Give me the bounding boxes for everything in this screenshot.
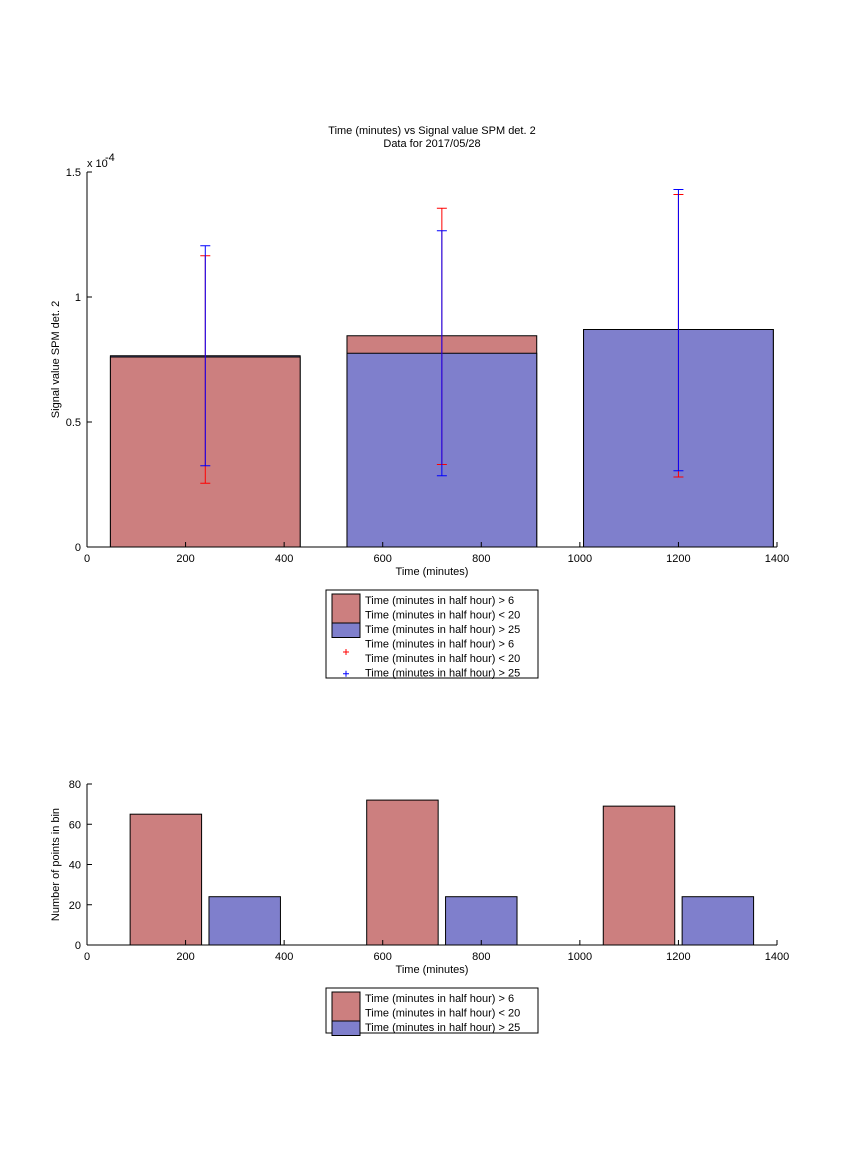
y-tick-label: 0 xyxy=(75,542,81,554)
legend-swatch-red xyxy=(331,991,361,1022)
chart-title: Time (minutes) vs Signal value SPM det. … xyxy=(328,125,535,137)
x-tick-label: 1000 xyxy=(568,553,592,565)
legend-box xyxy=(325,589,539,679)
legend-box xyxy=(325,987,539,1034)
y-tick-label: 40 xyxy=(69,860,81,872)
legend-label: Time (minutes in half hour) > 6 xyxy=(365,595,514,607)
bar-red-2 xyxy=(366,799,439,946)
x-tick-label: 1200 xyxy=(666,553,690,565)
x-tick-label: 200 xyxy=(176,951,194,963)
x-tick-label: 1400 xyxy=(765,951,789,963)
legend-label: Time (minutes in half hour) < 20 xyxy=(365,610,520,622)
legend-label: Time (minutes in half hour) > 6 xyxy=(365,993,514,1005)
legend: Time (minutes in half hour) > 6 Time (min… xyxy=(325,589,539,680)
y-axis-label: Number of points in bin xyxy=(50,808,62,921)
x-tick-label: 400 xyxy=(275,951,293,963)
x-tick-label: 800 xyxy=(472,553,490,565)
x-tick-label: 1000 xyxy=(568,951,592,963)
legend-swatch-blue xyxy=(331,622,361,638)
x-axis-label: Time (minutes) xyxy=(396,566,469,578)
x-tick-label: 400 xyxy=(275,553,293,565)
bar-blue-2 xyxy=(445,896,518,946)
y-tick-label: 0.5 xyxy=(66,417,81,429)
y-tick-label: 1 xyxy=(75,292,81,304)
y-exponent: -4 xyxy=(105,152,115,164)
chart-subtitle: Data for 2017/05/28 xyxy=(383,138,480,150)
x-tick-label: 800 xyxy=(472,951,490,963)
legend-label: Time (minutes in half hour) < 20 xyxy=(365,1008,520,1020)
legend-label: Time (minutes in half hour) < 20 xyxy=(365,653,520,665)
x-tick-label: 200 xyxy=(176,553,194,565)
chart-panel-1: 0 200 400 600 800 1000 1200 1400 0 0.5 1 1.5 Time (m… xyxy=(50,125,789,680)
legend-label: Time (minutes in half hour) > 25 xyxy=(365,624,520,636)
x-axis-label: Time (minutes) xyxy=(396,964,469,976)
x-tick-label: 1400 xyxy=(765,553,789,565)
legend-swatch-blue xyxy=(331,1020,361,1036)
bar-blue-3 xyxy=(681,896,755,946)
x-tick-label: 0 xyxy=(84,553,90,565)
y-tick-label: 20 xyxy=(69,900,81,912)
legend-label: Time (minutes in half hour) > 6 xyxy=(365,639,514,651)
y-tick-label: 60 xyxy=(69,819,81,831)
y-multiplier: x 10 xyxy=(87,158,108,170)
y-axis-label: Signal value SPM det. 2 xyxy=(50,301,62,418)
chart-panel-2: 0 200 400 600 800 1000 1200 1400 0 20 40 60 80 Time (… xyxy=(50,779,789,1036)
legend-label: Time (minutes in half hour) > 25 xyxy=(365,668,520,680)
bar-red-1 xyxy=(129,813,203,946)
y-tick-label: 0 xyxy=(75,940,81,952)
bar-red-3 xyxy=(602,805,676,946)
x-tick-label: 600 xyxy=(374,951,392,963)
bar-blue-1 xyxy=(208,896,281,946)
y-tick-label: 1.5 xyxy=(66,167,81,179)
x-tick-label: 1200 xyxy=(666,951,690,963)
x-tick-label: 600 xyxy=(374,553,392,565)
x-tick-label: 0 xyxy=(84,951,90,963)
legend-label: Time (minutes in half hour) > 25 xyxy=(365,1022,520,1034)
legend-swatch-red xyxy=(331,593,361,624)
legend: Time (minutes in half hour) > 6 Time (min… xyxy=(325,987,539,1036)
y-tick-label: 80 xyxy=(69,779,81,791)
